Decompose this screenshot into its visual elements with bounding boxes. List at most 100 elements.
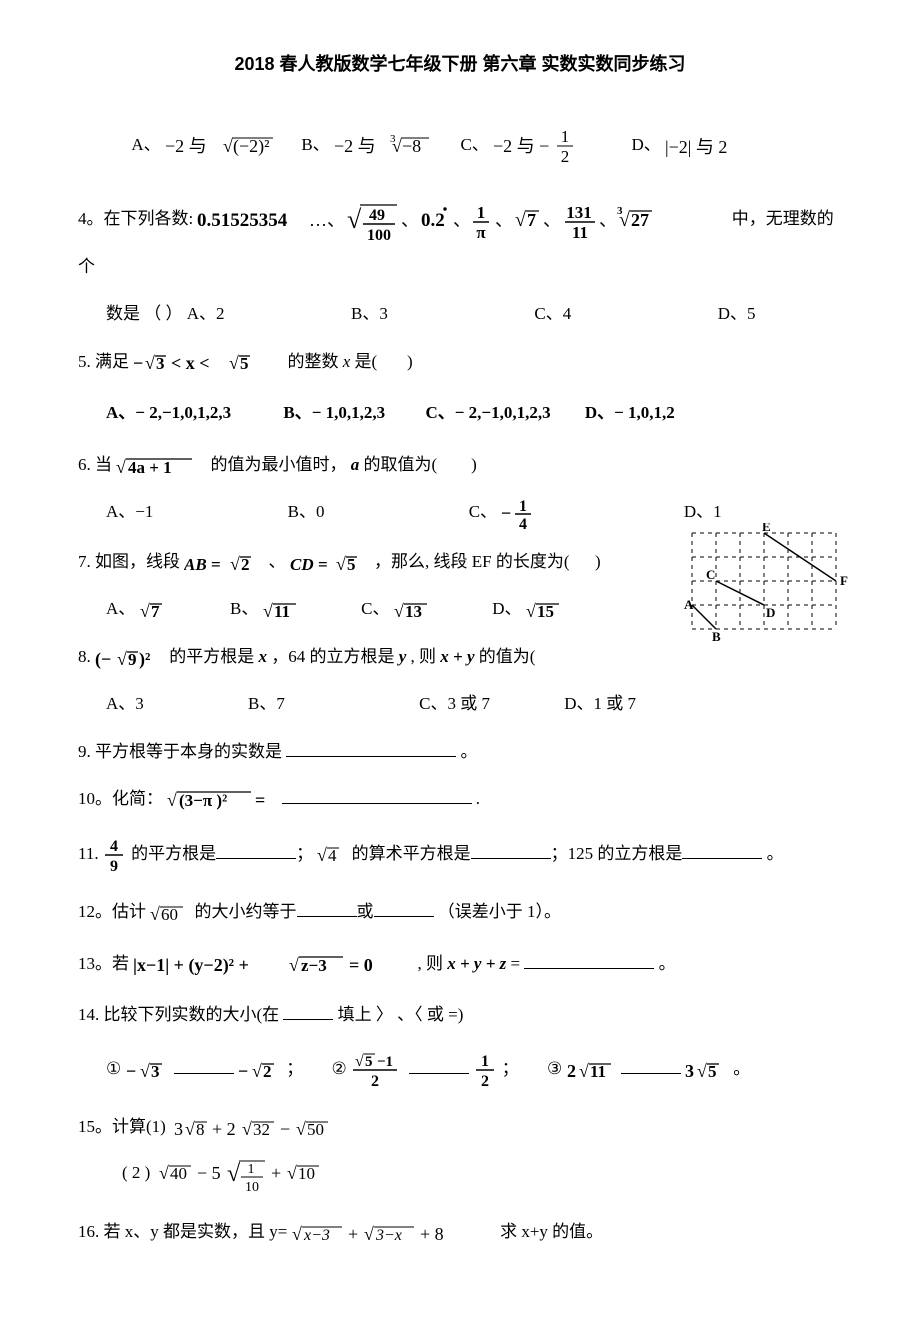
svg-text:√: √ <box>263 601 273 621</box>
q12-blank1 <box>297 899 357 917</box>
svg-text:C: C <box>706 567 715 582</box>
q13-blank <box>524 951 654 969</box>
q14-parts: ① −√3 −√2 ； ② √5 −1 2 1 2 ； ③ 2√11 3√5 。 <box>78 1048 842 1092</box>
q7-opt-c-math: √13 <box>394 599 434 623</box>
q5-opt-d: D、− 1,0,1,2 <box>585 394 675 431</box>
svg-text:、: 、 <box>401 210 419 230</box>
svg-text:√: √ <box>392 136 402 156</box>
svg-text:√: √ <box>252 1061 262 1081</box>
page-title: 2018 春人教版数学七年级下册 第六章 实数实数同步练习 <box>78 50 842 76</box>
svg-text:E: E <box>762 523 771 534</box>
q7-stem: 7. 如图，线段 AB = √ 2 、 CD = √ 5 ，那么, 线段 EF … <box>78 543 842 580</box>
prev-question-options: A、 −2 与 √ (−2)² B、 −2 与 3 √ −8 C、 −2 与 −… <box>78 124 842 168</box>
svg-text:√: √ <box>167 790 177 810</box>
q12: 12。估计 √60 的大小约等于或 （误差小于 1）。 <box>78 893 842 930</box>
svg-text:−8: −8 <box>402 136 421 156</box>
svg-text:4: 4 <box>328 846 337 865</box>
q7-opt-c-label: C、 <box>361 599 389 618</box>
svg-text:、: 、 <box>495 210 513 230</box>
q15-2: ( 2 ) √40 − 5 √ 1 10 + √10 <box>122 1151 842 1197</box>
q14-b: 填上 〉 、〈 或 =) <box>338 1005 464 1024</box>
q8-opt-a: A、3 <box>106 685 144 722</box>
q14-ii-l: √5 −1 2 <box>351 1048 405 1092</box>
q13-tail: 。 <box>659 954 676 973</box>
svg-text:32: 32 <box>253 1120 270 1139</box>
svg-text:2: 2 <box>481 1073 489 1090</box>
q6-math: √ 4a + 1 <box>116 453 206 479</box>
svg-text:CD =: CD = <box>290 555 328 574</box>
q4-math-list: 0.51525354 …、 √ 49 100 、 0.2 、 1 π 、 √ 7… <box>197 192 727 248</box>
svg-text:−2 与: −2 与 <box>165 136 207 156</box>
svg-text:√: √ <box>579 1061 589 1081</box>
svg-text:1: 1 <box>481 1053 489 1070</box>
svg-text:B: B <box>712 629 721 643</box>
q10-blank <box>282 786 472 804</box>
q10: 10。化简： √ (3−π )² = . <box>78 780 842 817</box>
svg-text:F: F <box>840 573 848 588</box>
page: 2018 春人教版数学七年级下册 第六章 实数实数同步练习 A、 −2 与 √ … <box>0 0 920 1320</box>
svg-text:√: √ <box>287 1163 297 1183</box>
q14-stem: 14. 比较下列实数的大小(在 填上 〉 、〈 或 =) <box>78 996 842 1033</box>
svg-text:√: √ <box>697 1061 707 1081</box>
q6-opt-c-label: C、 <box>469 502 497 521</box>
svg-text:、: 、 <box>453 210 471 230</box>
q6-opt-c-math: − 1 4 <box>501 493 535 533</box>
q5-opt-a: A、− 2,−1,0,1,2,3 <box>106 394 231 431</box>
svg-text:π: π <box>477 223 487 242</box>
svg-text:5: 5 <box>347 555 356 574</box>
svg-text:10: 10 <box>245 1180 259 1195</box>
svg-text:)²: )² <box>139 649 150 670</box>
q8-stem: 8. (− √ 9 )² 的平方根是 x ，64 的立方根是 y , 则 x +… <box>78 638 842 675</box>
q8-opt-c: C、3 或 7 <box>419 685 490 722</box>
svg-text:√: √ <box>229 353 239 373</box>
q4-stem-2: 数是 （ ） A、2 B、3 C、4 D、5 <box>78 295 842 332</box>
svg-text:…、: …、 <box>309 210 345 230</box>
svg-text:√: √ <box>296 1119 306 1139</box>
svg-text:5: 5 <box>365 1054 373 1070</box>
q11: 11. 4 9 的平方根是； √4 的算术平方根是；125 的立方根是 。 <box>78 835 842 875</box>
svg-text:1: 1 <box>247 1162 254 1177</box>
q14-blank0 <box>283 1002 333 1020</box>
q5-stem: 5. 满足 − √ 3 < x < √ 5 的整数 x 是( ) <box>78 343 842 380</box>
q14-ii-r: 1 2 <box>474 1050 498 1090</box>
svg-text:√: √ <box>140 601 150 621</box>
svg-text:√: √ <box>515 209 526 231</box>
svg-text:7: 7 <box>527 210 536 230</box>
q7-opt-b-math: √11 <box>263 599 303 623</box>
svg-text:1: 1 <box>477 203 486 222</box>
q11-blank1 <box>216 841 296 859</box>
svg-text:√: √ <box>227 1161 241 1187</box>
svg-text:9: 9 <box>110 858 118 875</box>
opt-b-label: B、 <box>301 135 329 154</box>
svg-text:4: 4 <box>519 516 527 533</box>
svg-text:11: 11 <box>572 223 588 242</box>
svg-text:(−2)²: (−2)² <box>233 136 270 157</box>
q14-blank2 <box>409 1056 469 1074</box>
q4-text-a: 4。在下列各数: <box>78 209 193 228</box>
q9-stem: 9. 平方根等于本身的实数是 <box>78 742 282 761</box>
q5-opt-c: C、− 2,−1,0,1,2,3 <box>425 394 550 431</box>
q13-math: |x−1| + (y−2)² + √ z−3 = 0 <box>133 951 413 979</box>
svg-text:+ 2: + 2 <box>212 1119 236 1139</box>
q11-blank3 <box>682 841 762 859</box>
svg-text:131: 131 <box>567 203 593 222</box>
svg-text:√: √ <box>223 136 233 156</box>
svg-text:(−: (− <box>95 649 111 670</box>
svg-text:40: 40 <box>170 1164 187 1183</box>
svg-text:3: 3 <box>156 354 165 373</box>
svg-text:√: √ <box>347 205 362 234</box>
svg-text:√: √ <box>317 845 327 865</box>
svg-text:1: 1 <box>519 498 527 515</box>
svg-text:D: D <box>766 605 775 620</box>
q11-tail: 。 <box>767 844 784 863</box>
q14-iii-r: 3√5 <box>685 1057 729 1083</box>
q4-text-c: 数是 （ ） <box>106 304 183 323</box>
svg-text:√: √ <box>117 649 127 669</box>
q5-options: A、− 2,−1,0,1,2,3 B、− 1,0,1,2,3 C、− 2,−1,… <box>78 394 842 431</box>
q5-opt-b: B、− 1,0,1,2,3 <box>283 394 385 431</box>
svg-text:5: 5 <box>708 1062 717 1081</box>
q7-opt-a-label: A、 <box>106 599 135 618</box>
q14-iii-l: 2√11 <box>567 1057 617 1083</box>
q12-blank2 <box>374 899 434 917</box>
svg-text:0.2: 0.2 <box>421 210 445 231</box>
